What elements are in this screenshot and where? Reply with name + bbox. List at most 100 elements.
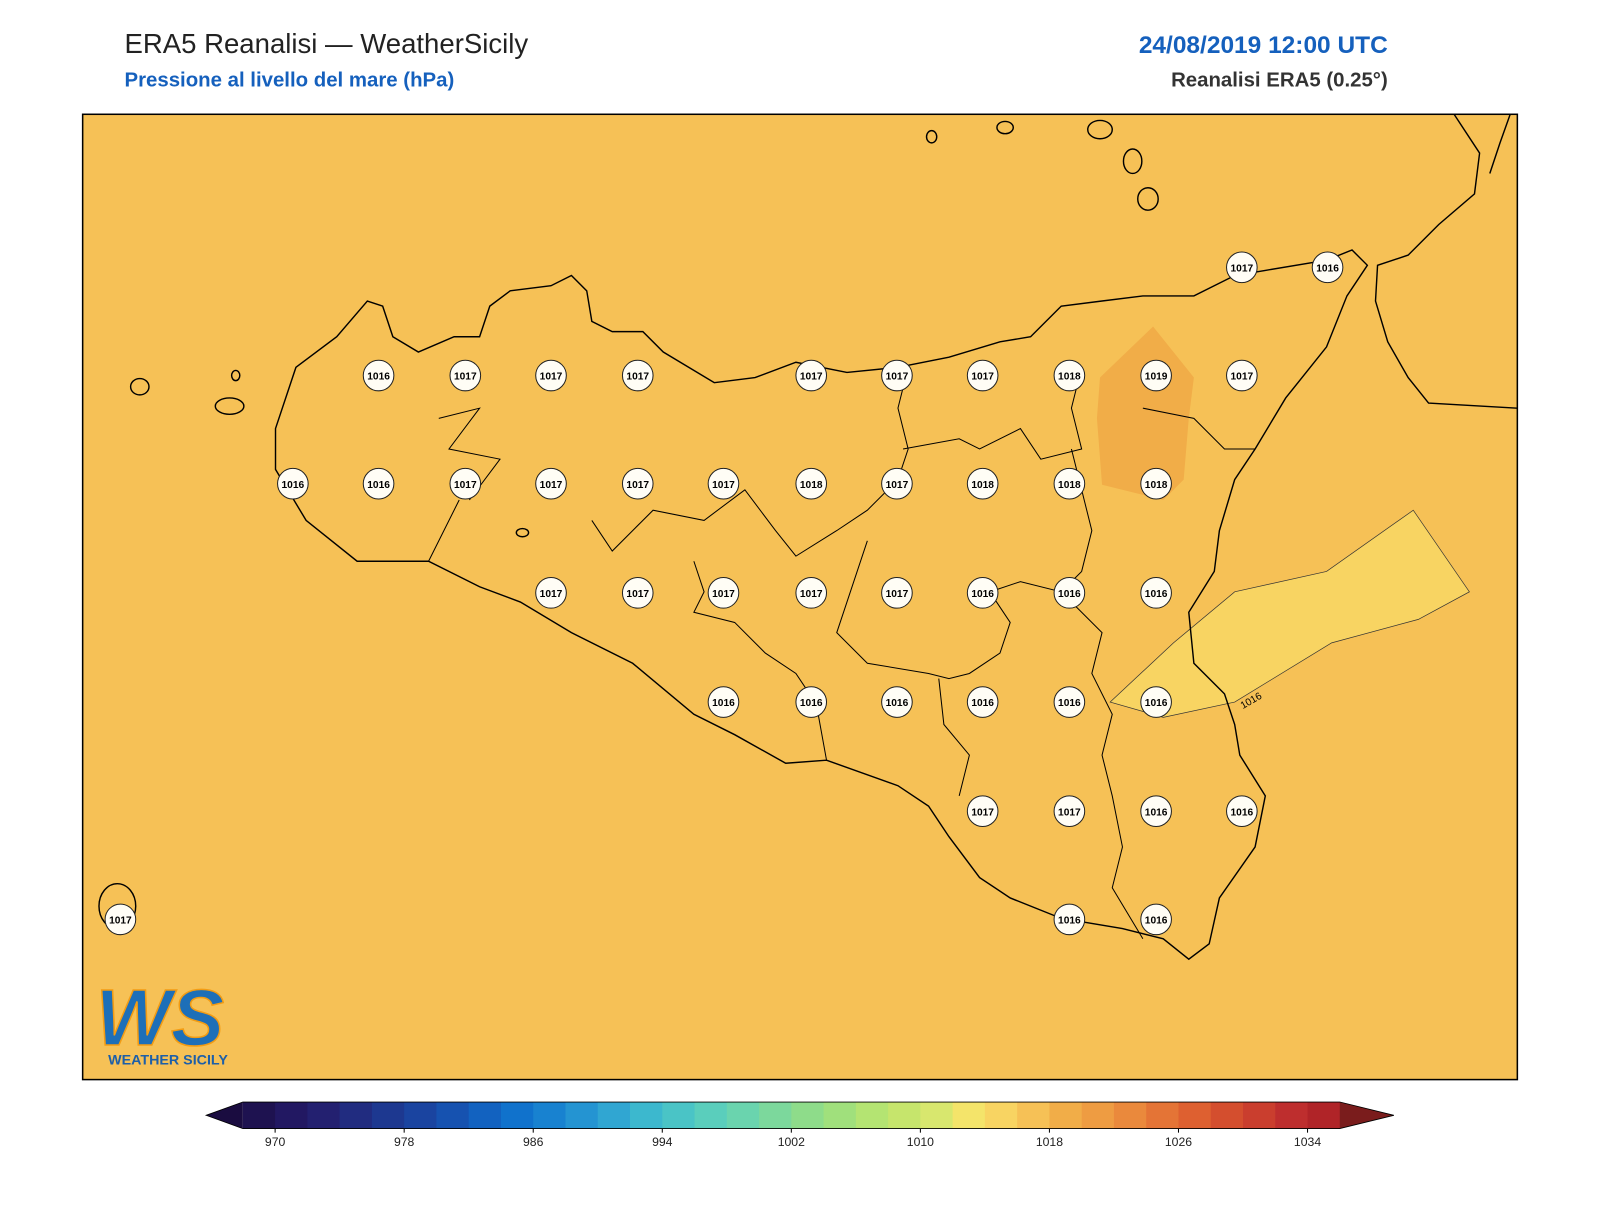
station-marker: [881, 467, 913, 500]
station-marker: [104, 903, 137, 936]
station-value: 1016: [971, 698, 994, 709]
station-marker: [966, 577, 999, 609]
station-marker: [1140, 359, 1172, 392]
colorbar-segment: [533, 1102, 566, 1129]
low-pressure-area: [1109, 509, 1470, 718]
station-value: 1017: [800, 589, 823, 600]
colorbar-segment: [984, 1102, 1018, 1129]
station-value: 1017: [886, 480, 909, 491]
colorbar-segment: [855, 1102, 889, 1129]
colorbar-segment: [1081, 1102, 1115, 1129]
colorbar-segment: [371, 1102, 405, 1129]
map-frame: [81, 113, 1519, 1081]
station-value: 1017: [109, 915, 132, 926]
station-marker: [362, 359, 395, 392]
colorbar-segment: [500, 1102, 534, 1129]
title: ERA5 Reanalisi — WeatherSicily: [124, 28, 528, 59]
station-marker: [1053, 577, 1086, 609]
station-value: 1018: [1058, 372, 1081, 383]
station-value: 1019: [1145, 372, 1168, 383]
station-value: 1017: [971, 372, 994, 383]
station-marker: [621, 467, 654, 500]
colorbar-tick-label: 986: [523, 1135, 544, 1149]
colorbar-segment: [242, 1102, 276, 1129]
stations: 1017 1016 1016 1017 1017 1017 1017 1017 1017 1018…: [104, 251, 1344, 936]
station-marker: [535, 359, 567, 392]
station-marker: [621, 359, 654, 392]
station-marker: [449, 467, 482, 500]
station-value: 1016: [886, 698, 909, 709]
station-value: 1016: [971, 589, 994, 600]
station-value: 1018: [800, 480, 823, 491]
station-marker: [535, 467, 567, 500]
colorbar-segment: [1275, 1102, 1309, 1129]
station-marker: [881, 686, 913, 718]
station-marker: [707, 577, 740, 609]
colorbar-segment: [888, 1102, 921, 1129]
station-value: 1017: [540, 372, 563, 383]
station-marker: [535, 577, 567, 609]
station-value: 1017: [626, 589, 649, 600]
station-marker: [1226, 359, 1258, 392]
colorbar-outline: [204, 1101, 1394, 1129]
station-marker: [1140, 903, 1172, 936]
station-value: 1016: [1145, 915, 1168, 926]
islands: [98, 119, 1159, 930]
station-marker: [277, 467, 309, 500]
station-value: 1016: [1058, 589, 1081, 600]
colorbar-segment: [468, 1102, 502, 1129]
colorbar-tick-label: 994: [652, 1135, 673, 1149]
station-marker: [449, 359, 482, 392]
station-marker: [795, 359, 828, 392]
colorbar-segment: [759, 1102, 792, 1129]
colorbar-tick-label: 1018: [1036, 1135, 1063, 1149]
station-marker: [1053, 686, 1086, 718]
colorbar-tick-label: 970: [265, 1135, 286, 1149]
station-value: 1017: [712, 480, 735, 491]
colorbar-segment: [565, 1102, 599, 1129]
station-marker: [1140, 686, 1172, 718]
colorbar-segment: [1146, 1102, 1179, 1129]
station-value: 1018: [1058, 480, 1081, 491]
station-value: 1017: [800, 372, 823, 383]
station-marker: [1140, 467, 1172, 500]
logo-mark: WS: [96, 973, 224, 1062]
colorbar-segment: [404, 1102, 437, 1129]
station-marker: [707, 467, 740, 500]
colorbar-segment: [1210, 1102, 1244, 1129]
colorbar-segment: [823, 1102, 857, 1129]
colorbar-segment: [597, 1102, 631, 1129]
station-value: 1017: [971, 807, 994, 818]
logo-name: WEATHER SICILY: [108, 1052, 228, 1068]
calabria-coast: [1374, 113, 1518, 409]
station-marker: [966, 467, 999, 500]
station-marker: [1226, 795, 1258, 828]
colorbar-segment: [920, 1102, 954, 1129]
colorbar-segment: [307, 1102, 341, 1129]
colorbar-segment: [630, 1102, 663, 1129]
station-value: 1016: [1145, 807, 1168, 818]
colorbar-tick-label: 1034: [1294, 1135, 1321, 1149]
colorbar-segment: [1049, 1102, 1083, 1129]
station-value: 1017: [540, 589, 563, 600]
province-borders: [428, 367, 1256, 940]
colorbar-segment: [275, 1102, 308, 1129]
station-marker: [966, 795, 999, 828]
station-value: 1016: [1058, 915, 1081, 926]
station-value: 1017: [886, 589, 909, 600]
station-value: 1017: [626, 480, 649, 491]
station-value: 1017: [886, 372, 909, 383]
station-marker: [1053, 359, 1086, 392]
station-marker: [1140, 795, 1172, 828]
station-value: 1017: [626, 372, 649, 383]
station-marker: [1140, 577, 1172, 609]
colorbar-segment: [339, 1102, 373, 1129]
station-marker: [1053, 795, 1086, 828]
station-marker: [1053, 903, 1086, 936]
source: Reanalisi ERA5 (0.25°): [1171, 70, 1388, 92]
station-value: 1018: [971, 480, 994, 491]
station-marker: [795, 467, 828, 500]
station-value: 1017: [454, 372, 477, 383]
station-marker: [966, 686, 999, 718]
